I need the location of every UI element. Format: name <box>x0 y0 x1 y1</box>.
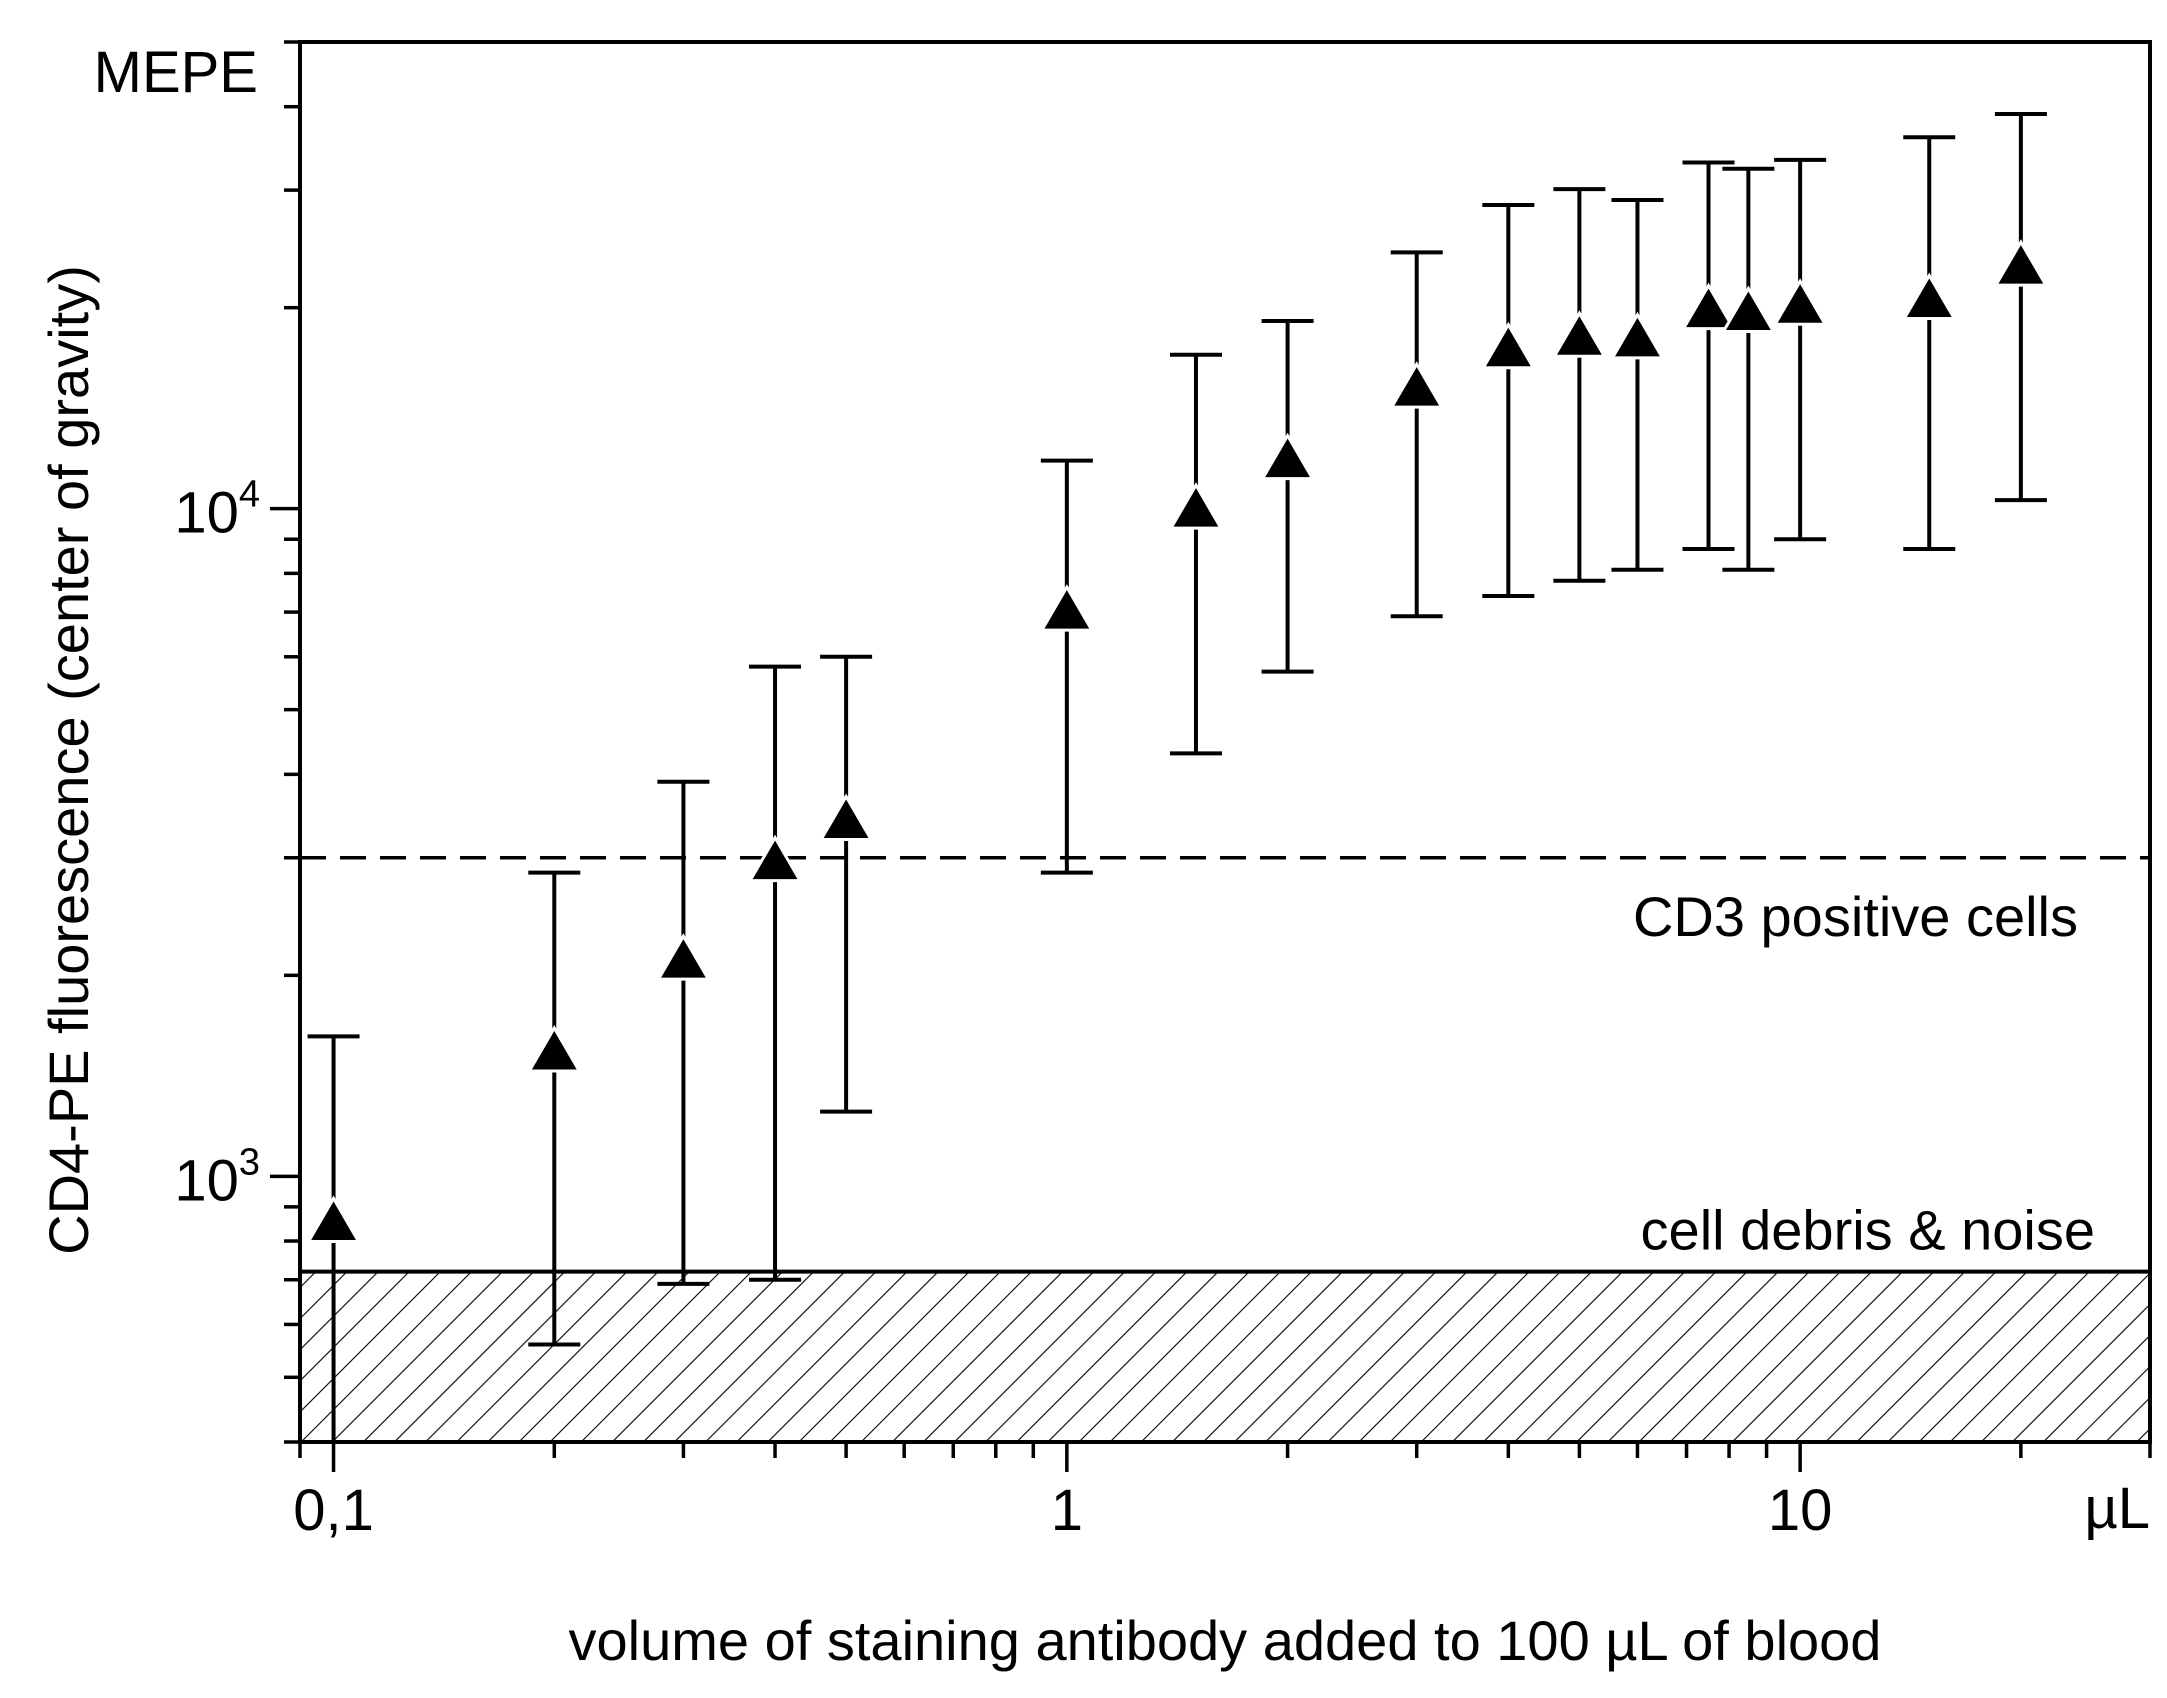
triangle-marker <box>1680 282 1737 331</box>
triangle-marker <box>1772 278 1828 326</box>
triangle-marker <box>1168 482 1224 530</box>
triangle-marker <box>1609 311 1666 360</box>
triangle-marker <box>1720 285 1776 334</box>
data-point <box>526 870 582 1347</box>
triangle-marker <box>1993 239 2049 287</box>
triangle-marker <box>1039 584 1095 632</box>
data-point <box>1389 250 1445 619</box>
noise-region-hatch <box>300 1271 2150 1442</box>
triangle-marker <box>1480 321 1536 370</box>
x-axis-ticks <box>298 1442 2152 1472</box>
data-point <box>1168 352 1224 756</box>
x-tick-label-0.1: 0,1 <box>293 1478 374 1543</box>
data-point <box>655 779 712 1286</box>
triangle-marker <box>655 933 712 981</box>
x-axis-title: volume of staining antibody added to 100… <box>569 1609 1882 1672</box>
data-point <box>305 1034 362 1442</box>
x-tick-label-10: 10 <box>1768 1478 1833 1543</box>
cd3-positive-cells-label: CD3 positive cells <box>1633 885 2078 948</box>
data-series <box>305 112 2049 1442</box>
triangle-marker <box>1901 272 1957 321</box>
data-point <box>1720 166 1776 572</box>
data-point <box>1609 197 1666 572</box>
x-unit-label: µL <box>2084 1476 2150 1541</box>
y-axis-ticks <box>270 40 300 1444</box>
triangle-marker <box>1551 310 1607 358</box>
data-point <box>1772 157 1828 542</box>
triangle-marker <box>1389 361 1445 409</box>
y-unit-label: MEPE <box>94 40 258 105</box>
triangle-marker <box>305 1195 362 1243</box>
data-point <box>1039 458 1095 875</box>
data-point <box>1480 202 1536 598</box>
y-tick-label-1000: 103 <box>174 1141 260 1213</box>
plot-frame <box>298 40 2152 1444</box>
triangle-marker <box>747 834 803 883</box>
data-point <box>818 654 874 1114</box>
data-point <box>1551 187 1607 583</box>
x-tick-label-1: 1 <box>1051 1478 1083 1543</box>
data-point <box>1259 319 1316 674</box>
data-point <box>1680 160 1737 552</box>
y-tick-label-10000: 104 <box>174 474 260 546</box>
triangle-marker <box>526 1025 582 1073</box>
data-point <box>747 664 803 1282</box>
cell-debris-noise-label: cell debris & noise <box>1641 1199 2095 1262</box>
y-axis-title: CD4-PE fluorescence (center of gravity) <box>37 265 100 1255</box>
triangle-marker <box>818 793 874 841</box>
data-point <box>1993 112 2049 503</box>
triangle-marker <box>1259 432 1316 481</box>
data-point <box>1901 135 1957 552</box>
